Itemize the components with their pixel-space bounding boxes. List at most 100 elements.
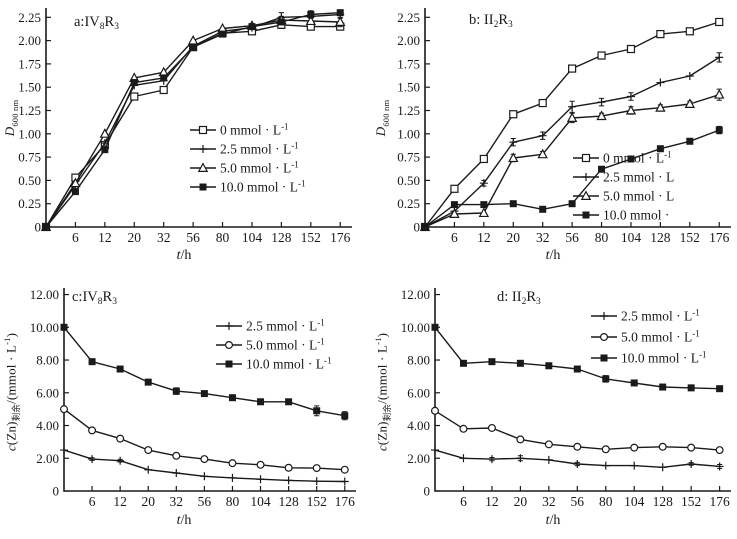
- legend-label: 0 mmol · L-1: [603, 150, 672, 166]
- y-tick-label: 1.25: [18, 103, 41, 118]
- x-tick-label: 12: [477, 230, 491, 245]
- x-tick-label: 32: [170, 494, 184, 509]
- panel-title: a:IV8R3: [74, 14, 119, 32]
- x-tick-label: 20: [507, 230, 521, 245]
- chart-a: 0 0.25 0.50 0.75 1.00 1.25 1.50 1.75 2.00 2.25 6 12…: [18, 8, 352, 245]
- filled-square-marker: [450, 201, 458, 209]
- open-triangle-marker: [537, 148, 548, 159]
- plus-marker: [228, 473, 237, 482]
- plus-marker: [431, 446, 439, 455]
- plus-marker: [88, 455, 97, 464]
- open-circle-marker: [228, 459, 237, 468]
- filled-square-marker: [715, 126, 723, 134]
- open-circle-marker: [116, 434, 125, 443]
- open-circle-marker: [340, 465, 349, 474]
- x-tick-label: 6: [72, 230, 79, 245]
- filled-square-marker: [228, 394, 236, 402]
- open-triangle-marker: [580, 190, 592, 200]
- plus-marker: [573, 459, 582, 468]
- filled-square-marker: [71, 188, 79, 196]
- x-tick-label: 152: [681, 494, 701, 509]
- x-axis-label-c: t/h: [0, 513, 368, 529]
- x-axis-unit: /h: [549, 248, 561, 263]
- x-axis-symbol: t: [545, 513, 550, 528]
- open-square-marker: [509, 110, 518, 119]
- y-tick-label: 0.50: [18, 173, 41, 188]
- open-circle-marker: [284, 463, 293, 472]
- open-triangle-marker: [99, 128, 111, 138]
- y-tick-label: 1.50: [397, 80, 420, 95]
- y-tick-label: 4.00: [36, 418, 59, 433]
- y-axis-unit: /(mmol · L: [3, 344, 19, 404]
- y-tick-label: 0.75: [397, 150, 420, 165]
- plus-marker: [630, 461, 639, 470]
- y-tick-label: 1.25: [397, 103, 420, 118]
- y-tick-label: 0: [424, 484, 431, 499]
- y-tick-label: 4.00: [407, 418, 430, 433]
- legend-label: 5.0 mmol · L-1: [246, 337, 325, 353]
- filled-square-marker: [60, 323, 68, 331]
- x-tick-label: 20: [141, 494, 155, 509]
- open-triangle-marker: [197, 162, 209, 172]
- legend-item: 2.5 mmol · L-1: [190, 141, 299, 157]
- y-axis-formula: (Zn): [3, 421, 19, 446]
- open-circle-marker: [544, 440, 553, 449]
- x-axis-label-b: t/h: [369, 248, 737, 264]
- plus-marker: [256, 475, 265, 484]
- y-tick-label: 0.25: [18, 196, 41, 211]
- plus-marker: [312, 477, 321, 486]
- legend-item: 5.0 mmol · L-1: [216, 337, 325, 353]
- x-tick-label: 56: [565, 230, 579, 245]
- open-triangle-marker: [449, 208, 460, 218]
- y-tick-label: 0.25: [397, 196, 420, 211]
- plus-marker: [582, 173, 590, 181]
- plus-marker: [116, 456, 125, 465]
- y-axis-subscript: 剩余: [381, 403, 392, 422]
- open-triangle-marker: [566, 112, 578, 122]
- filled-square-marker: [582, 211, 590, 219]
- plus-marker: [685, 72, 694, 81]
- filled-square-marker: [516, 359, 524, 367]
- plus-marker: [626, 92, 635, 101]
- x-tick-label: 80: [226, 494, 240, 509]
- filled-square-marker: [313, 407, 321, 415]
- open-square-marker: [626, 44, 636, 54]
- x-tick-label: 152: [301, 230, 321, 245]
- open-circle-marker: [487, 423, 496, 432]
- y-tick-label: 2.00: [397, 33, 420, 48]
- panel-title: b: II2R3: [469, 12, 513, 30]
- open-triangle-marker: [596, 110, 607, 121]
- open-circle-marker: [687, 443, 696, 452]
- filled-square-marker: [88, 358, 96, 366]
- legend-item: 2.5 mmol · L-1: [216, 318, 325, 334]
- open-square-marker: [685, 27, 694, 36]
- legend-label: 2.5 mmol · L-1: [621, 308, 700, 324]
- open-circle-marker: [144, 446, 153, 455]
- filled-square-marker: [686, 137, 694, 145]
- chart-a-growth-IV8R3: 0 0.25 0.50 0.75 1.00 1.25 1.50 1.75 2.00 2.25 6 12…: [18, 8, 352, 245]
- y-axis-label-b: D600 nm: [373, 100, 391, 137]
- legend-label: 5.0 mmol · L-1: [621, 329, 700, 345]
- chart-c: 0 2.00 4.00 6.00 8.00 10.00 12.00 6 12 20 32 56 80 10…: [30, 287, 356, 509]
- x-tick-label: 176: [709, 230, 730, 245]
- x-tick-label: 152: [680, 230, 700, 245]
- plus-marker: [200, 472, 209, 481]
- x-tick-label: 128: [653, 494, 674, 509]
- y-axis-symbol: D: [2, 126, 18, 137]
- open-circle-marker: [172, 451, 181, 460]
- y-axis-symbol: D: [373, 126, 389, 137]
- open-circle-marker: [59, 405, 68, 414]
- open-circle-marker: [459, 424, 468, 433]
- y-axis-unit-close: ): [374, 332, 390, 338]
- filled-square-marker: [225, 360, 233, 368]
- x-axis-label-a: t/h: [0, 248, 368, 264]
- y-axis-formula: (Zn): [374, 421, 390, 446]
- legend-item: 5.0 mmol · L-1: [591, 329, 700, 345]
- filled-square-marker: [189, 43, 197, 51]
- x-axis-unit: /h: [180, 513, 192, 528]
- plus-marker: [601, 461, 610, 470]
- legend-label: 2.5 mmol · L-1: [246, 318, 325, 334]
- filled-square-marker: [630, 379, 638, 387]
- filled-square-marker: [421, 223, 429, 231]
- y-tick-label: 8.00: [407, 353, 430, 368]
